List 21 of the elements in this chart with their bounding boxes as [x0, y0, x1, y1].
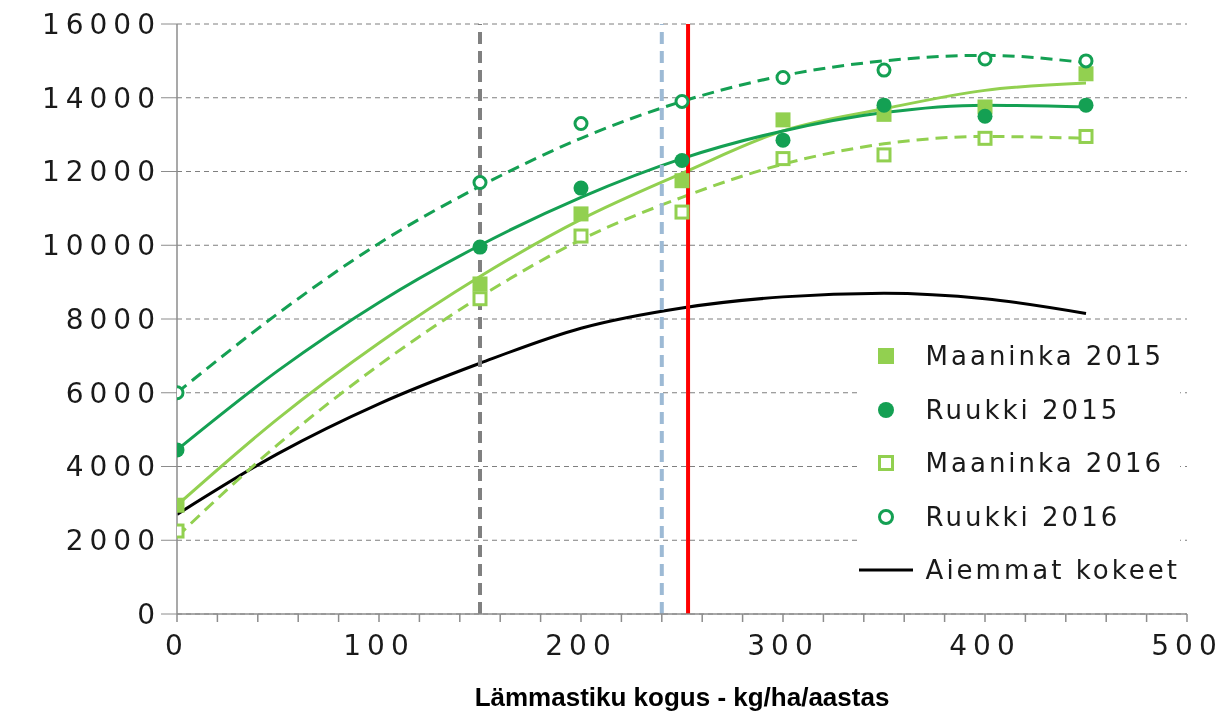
x-tick-label: 400: [949, 628, 1021, 662]
y-tick-label: 0: [137, 597, 161, 631]
y-tick-label: 10000: [41, 229, 161, 263]
x-tick-label: 500: [1151, 628, 1223, 662]
x-axis-title: Lämmastiku kogus - kg/ha/aastas: [473, 682, 891, 712]
y-tick-label: 12000: [41, 155, 161, 189]
x-tick-label: 300: [747, 628, 819, 662]
y-tick-label: 8000: [65, 302, 161, 336]
y-tick-label: 14000: [41, 81, 161, 115]
legend-label: Aiemmat kokeet: [925, 555, 1180, 586]
x-tick-label: 0: [165, 628, 189, 662]
legend-label: Ruukki 2015: [925, 394, 1121, 425]
y-tick-label: 16000: [41, 7, 161, 41]
legend-label: Ruukki 2016: [925, 501, 1121, 532]
x-tick-label: 100: [343, 628, 415, 662]
legend-label: Maaninka 2016: [925, 448, 1165, 479]
y-tick-label: 4000: [65, 450, 161, 484]
y-tick-label: 6000: [65, 376, 161, 410]
x-tick-label: 200: [545, 628, 617, 662]
legend-label: Maaninka 2015: [925, 341, 1165, 372]
y-tick-label: 2000: [65, 524, 161, 558]
